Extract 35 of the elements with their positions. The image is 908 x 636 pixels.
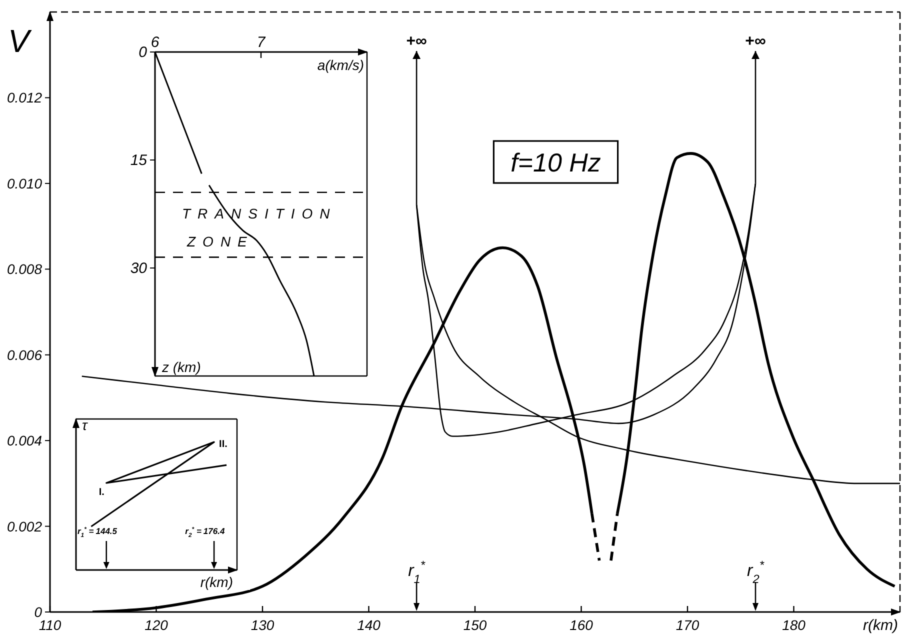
x-tick-label: 160 — [570, 617, 594, 633]
x-tick-label: 6 — [150, 34, 160, 51]
annotation: r$_{2}$$^{*}$ = — [185, 526, 202, 539]
annotation: II. — [219, 439, 228, 450]
y-tick-label: 0.006 — [6, 346, 42, 363]
x-tick-label: 150 — [463, 617, 487, 633]
ref-line-label: +∞ — [745, 33, 766, 50]
y-axis-title: τ — [82, 417, 88, 433]
x-tick-label: 140 — [357, 617, 381, 633]
y-tick-label: 0.008 — [6, 261, 42, 278]
y-tick-label: 0 — [34, 604, 42, 620]
y-axis-title: V — [8, 23, 32, 59]
y-tick-label: 0.012 — [6, 90, 42, 106]
x-axis-title: a(km/s) — [317, 57, 364, 73]
x-tick-label: 180 — [782, 617, 806, 633]
x-axis-title: r(km) — [863, 617, 898, 634]
ref-line-label: +∞ — [406, 33, 427, 50]
x-tick-label: 7 — [256, 34, 266, 51]
annotation: f=10 Hz — [510, 147, 601, 178]
y-tick-label: 0.004 — [6, 432, 42, 449]
y-tick-label: 15 — [130, 152, 148, 169]
y-axis-title: z (km) — [161, 359, 201, 375]
x-tick-label: 120 — [144, 617, 168, 633]
annotation: I. — [98, 486, 105, 498]
x-tick-label: 144.5 — [96, 526, 118, 536]
x-tick-label: 176.4 — [203, 526, 225, 536]
y-tick-label: 0.002 — [6, 518, 42, 534]
y-tick-label: 0 — [138, 44, 148, 61]
y-tick-label: 0.010 — [6, 175, 42, 192]
x-axis-title: r(km) — [200, 574, 233, 590]
y-tick-label: 30 — [130, 260, 148, 277]
x-tick-label: 170 — [676, 617, 700, 633]
x-tick-label: 110 — [38, 617, 62, 633]
annotation: r$_{1}$$^{*}$ = — [77, 526, 94, 539]
x-tick-label: 130 — [250, 617, 274, 633]
